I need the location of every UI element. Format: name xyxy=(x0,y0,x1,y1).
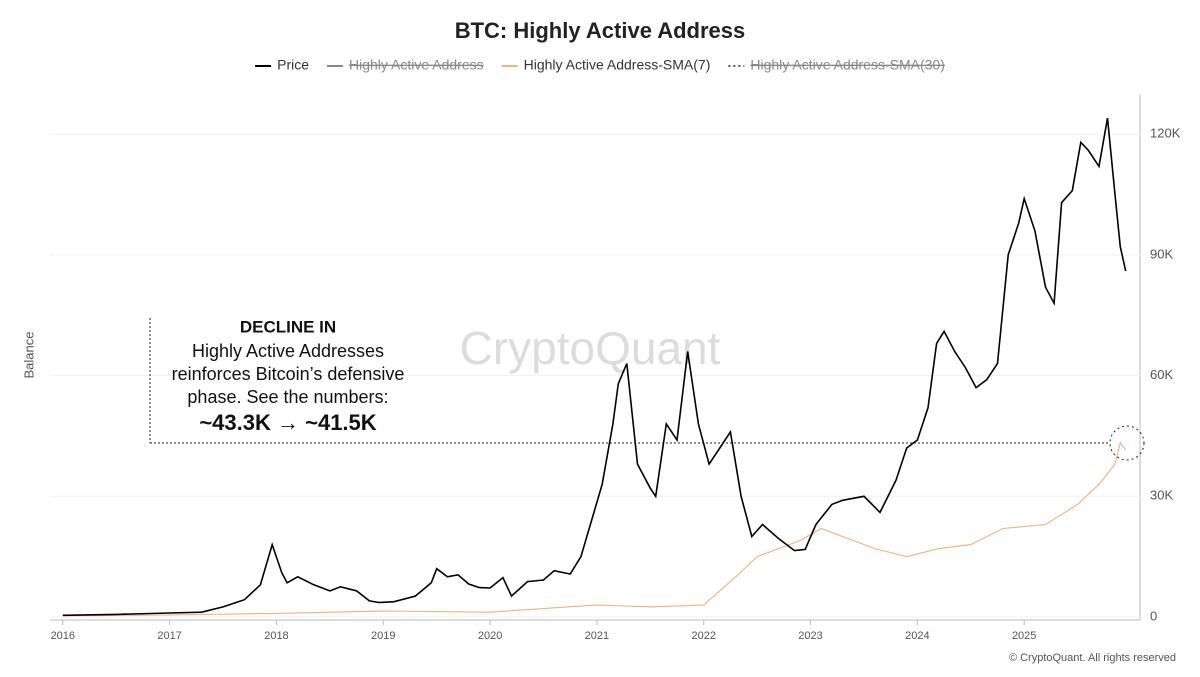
series-line xyxy=(62,441,1127,617)
y-axis-label: Balance xyxy=(21,332,36,379)
x-tick-label: 2017 xyxy=(157,630,181,642)
annotation-circle xyxy=(1109,425,1145,461)
y-tick-label: 120K xyxy=(1150,126,1181,141)
x-tick-label: 2022 xyxy=(691,630,715,642)
annotation-text: ~43.3K → ~41.5K xyxy=(199,410,376,435)
legend-label: Highly Active Address-SMA(7) xyxy=(524,57,711,73)
legend: Price Highly Active Address Highly Active … xyxy=(255,57,945,73)
x-tick-label: 2025 xyxy=(1012,630,1036,642)
footer: © CryptoQuant. All rights reserved xyxy=(1009,652,1176,664)
y-tick-label: 60K xyxy=(1150,367,1173,382)
y-tick-label: 90K xyxy=(1150,246,1173,261)
annotation-text: Highly Active Addresses xyxy=(192,341,384,361)
annotation-text: DECLINE IN xyxy=(240,317,336,336)
legend-label: Price xyxy=(277,57,309,73)
y-tick-label: 30K xyxy=(1150,488,1173,503)
x-tick-label: 2023 xyxy=(798,630,822,642)
legend-label: Highly Active Address xyxy=(349,57,484,73)
annotation-text: phase. See the numbers: xyxy=(187,387,388,407)
x-tick-label: 2020 xyxy=(478,630,502,642)
legend-label: Highly Active Address-SMA(30) xyxy=(750,57,945,73)
annotation: DECLINE IN Highly Active Addresses reinf… xyxy=(149,317,1145,461)
chart-title: BTC: Highly Active Address xyxy=(455,18,746,43)
x-tick-label: 2018 xyxy=(264,630,288,642)
x-tick-label: 2021 xyxy=(585,630,609,642)
x-tick-label: 2019 xyxy=(371,630,395,642)
watermark: CryptoQuant xyxy=(460,322,721,374)
x-tick-label: 2016 xyxy=(51,630,75,642)
x-tick-label: 2024 xyxy=(905,630,929,642)
annotation-text: reinforces Bitcoin’s defensive xyxy=(172,364,405,384)
y-tick-label: 0 xyxy=(1150,608,1157,623)
series-line xyxy=(62,117,1127,617)
